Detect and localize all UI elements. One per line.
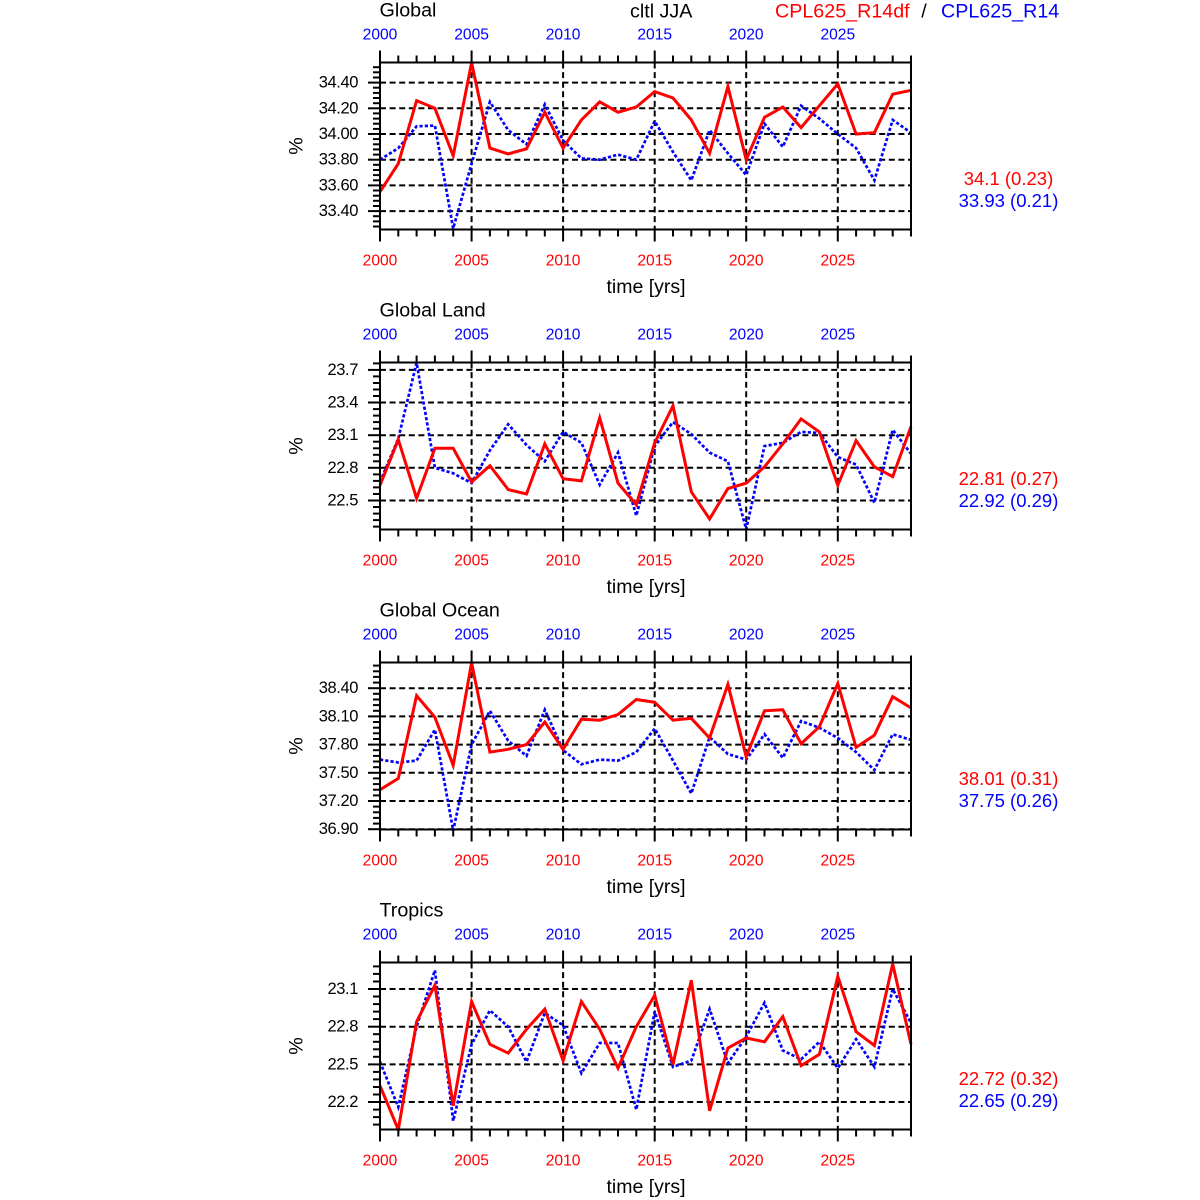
svg-text:34.20: 34.20 — [319, 99, 359, 117]
svg-text:time [yrs]: time [yrs] — [606, 576, 685, 598]
svg-text:2020: 2020 — [729, 627, 764, 644]
svg-text:CPL625_R14df: CPL625_R14df — [775, 1, 910, 23]
svg-text:2000: 2000 — [363, 553, 398, 570]
svg-text:2025: 2025 — [820, 1153, 855, 1170]
svg-text:38.10: 38.10 — [319, 707, 359, 725]
svg-text:37.75 (0.26): 37.75 (0.26) — [959, 790, 1059, 811]
svg-text:23.7: 23.7 — [327, 361, 358, 379]
svg-text:2015: 2015 — [637, 1153, 672, 1170]
svg-text:22.5: 22.5 — [327, 1055, 358, 1073]
svg-text:2010: 2010 — [546, 327, 581, 344]
svg-text:2005: 2005 — [454, 627, 489, 644]
svg-text:22.72 (0.32): 22.72 (0.32) — [959, 1068, 1059, 1089]
svg-text:2025: 2025 — [820, 853, 855, 870]
svg-text:time [yrs]: time [yrs] — [606, 1176, 685, 1198]
svg-text:22.8: 22.8 — [327, 459, 358, 477]
svg-text:2010: 2010 — [546, 553, 581, 570]
svg-text:2025: 2025 — [820, 253, 855, 270]
svg-text:2010: 2010 — [546, 853, 581, 870]
svg-text:2020: 2020 — [729, 327, 764, 344]
svg-text:2015: 2015 — [637, 27, 672, 44]
svg-text:2005: 2005 — [454, 553, 489, 570]
svg-text:2020: 2020 — [729, 553, 764, 570]
svg-text:2000: 2000 — [363, 327, 398, 344]
svg-text:2000: 2000 — [363, 27, 398, 44]
svg-text:2010: 2010 — [546, 253, 581, 270]
svg-text:2005: 2005 — [454, 27, 489, 44]
svg-text:2005: 2005 — [454, 853, 489, 870]
svg-text:2010: 2010 — [546, 927, 581, 944]
svg-text:2015: 2015 — [637, 627, 672, 644]
svg-text:37.80: 37.80 — [319, 736, 359, 754]
svg-text:22.81 (0.27): 22.81 (0.27) — [959, 468, 1059, 489]
svg-text:cltl JJA: cltl JJA — [630, 1, 693, 23]
svg-text:2025: 2025 — [820, 553, 855, 570]
svg-text:2020: 2020 — [729, 853, 764, 870]
svg-text:23.1: 23.1 — [327, 426, 358, 444]
svg-text:2020: 2020 — [729, 927, 764, 944]
svg-text:2005: 2005 — [454, 1153, 489, 1170]
svg-text:time [yrs]: time [yrs] — [606, 876, 685, 898]
svg-text:34.00: 34.00 — [319, 125, 359, 143]
svg-text:/: / — [921, 1, 927, 23]
svg-text:2015: 2015 — [637, 853, 672, 870]
svg-text:2010: 2010 — [546, 1153, 581, 1170]
svg-text:2015: 2015 — [637, 927, 672, 944]
svg-text:2020: 2020 — [729, 1153, 764, 1170]
svg-text:22.92 (0.29): 22.92 (0.29) — [959, 490, 1059, 511]
svg-text:%: % — [286, 737, 308, 755]
svg-text:37.50: 37.50 — [319, 764, 359, 782]
svg-text:33.93 (0.21): 33.93 (0.21) — [959, 190, 1059, 211]
svg-text:%: % — [286, 1037, 308, 1055]
svg-text:Global: Global — [380, 0, 437, 22]
svg-text:2000: 2000 — [363, 853, 398, 870]
svg-text:2000: 2000 — [363, 927, 398, 944]
svg-text:22.2: 22.2 — [327, 1093, 358, 1111]
svg-text:2020: 2020 — [729, 253, 764, 270]
svg-text:38.01 (0.31): 38.01 (0.31) — [959, 768, 1059, 789]
svg-text:2005: 2005 — [454, 253, 489, 270]
svg-text:2000: 2000 — [363, 253, 398, 270]
svg-text:38.40: 38.40 — [319, 679, 359, 697]
svg-text:CPL625_R14: CPL625_R14 — [941, 1, 1059, 23]
svg-text:Global Ocean: Global Ocean — [380, 600, 500, 622]
svg-text:2005: 2005 — [454, 327, 489, 344]
svg-text:Global Land: Global Land — [380, 300, 486, 322]
svg-text:%: % — [286, 137, 308, 155]
svg-text:22.8: 22.8 — [327, 1018, 358, 1036]
svg-text:33.60: 33.60 — [319, 176, 359, 194]
svg-text:34.1 (0.23): 34.1 (0.23) — [964, 168, 1053, 189]
svg-text:37.20: 37.20 — [319, 792, 359, 810]
svg-text:2005: 2005 — [454, 927, 489, 944]
svg-text:time [yrs]: time [yrs] — [606, 276, 685, 298]
svg-text:36.90: 36.90 — [319, 820, 359, 838]
svg-text:33.40: 33.40 — [319, 202, 359, 220]
svg-text:2000: 2000 — [363, 1153, 398, 1170]
svg-text:2015: 2015 — [637, 553, 672, 570]
svg-text:22.5: 22.5 — [327, 492, 358, 510]
svg-text:34.40: 34.40 — [319, 74, 359, 92]
svg-text:2025: 2025 — [820, 927, 855, 944]
svg-text:2010: 2010 — [546, 627, 581, 644]
svg-text:22.65 (0.29): 22.65 (0.29) — [959, 1090, 1059, 1111]
svg-text:2010: 2010 — [546, 27, 581, 44]
svg-text:23.1: 23.1 — [327, 980, 358, 998]
svg-text:Tropics: Tropics — [380, 900, 444, 922]
svg-text:23.4: 23.4 — [327, 394, 358, 412]
svg-text:2025: 2025 — [820, 627, 855, 644]
svg-text:2025: 2025 — [820, 327, 855, 344]
svg-text:2015: 2015 — [637, 253, 672, 270]
svg-text:2015: 2015 — [637, 327, 672, 344]
svg-text:2020: 2020 — [729, 27, 764, 44]
svg-text:2025: 2025 — [820, 27, 855, 44]
svg-text:2000: 2000 — [363, 627, 398, 644]
svg-text:33.80: 33.80 — [319, 151, 359, 169]
svg-text:%: % — [286, 437, 308, 455]
